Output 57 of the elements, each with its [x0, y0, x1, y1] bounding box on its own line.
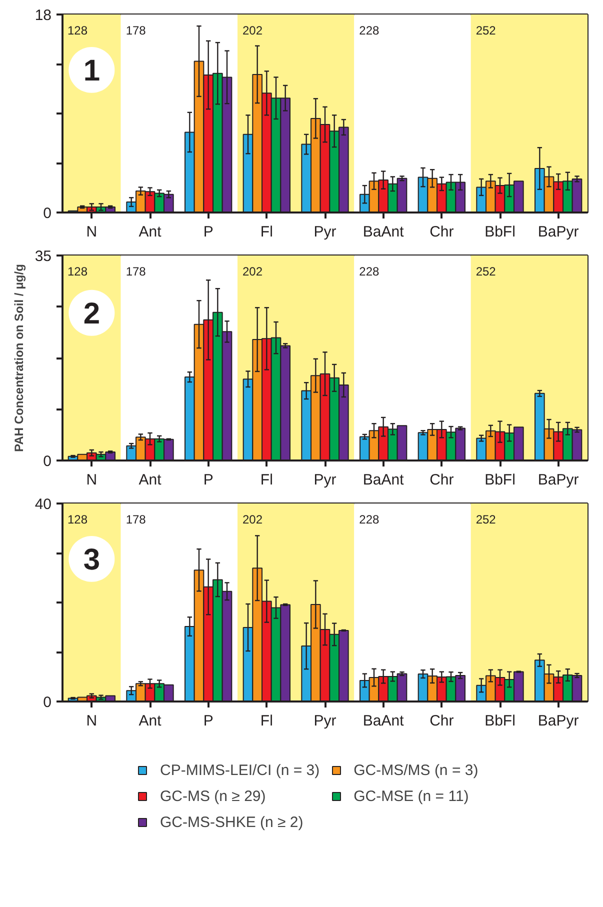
- x-tick-label: BaAnt: [362, 712, 405, 730]
- band-label: 202: [242, 512, 263, 526]
- y-tick-label: 18: [34, 7, 52, 24]
- y-axis-title: PAH Concentration on Soil / μg/g: [12, 264, 26, 452]
- x-tick-label: N: [86, 224, 98, 240]
- x-tick-label: P: [203, 712, 214, 730]
- band-label: 252: [476, 24, 496, 38]
- band-label: 128: [68, 24, 88, 38]
- band-label: 128: [68, 512, 88, 526]
- legend-label: GC-MS (n ≥ 29): [160, 788, 266, 804]
- x-tick-label: Chr: [430, 224, 454, 240]
- band-label: 228: [359, 264, 380, 278]
- legend-label: GC-MS/MS (n = 3): [354, 762, 478, 778]
- band-label: 178: [126, 512, 146, 526]
- band-label: 252: [476, 264, 496, 278]
- x-tick-label: Ant: [138, 224, 162, 240]
- x-tick-label: Fl: [260, 472, 273, 488]
- x-tick-label: Fl: [260, 712, 273, 730]
- band-label: 228: [359, 24, 380, 38]
- y-tick-label: 35: [34, 248, 52, 265]
- x-tick-label: Pyr: [314, 472, 336, 488]
- band-label: 178: [126, 24, 146, 38]
- band-label: 228: [359, 512, 380, 526]
- x-tick-label: N: [86, 472, 98, 488]
- y-tick-label: 0: [43, 694, 52, 711]
- y-tick-label: 0: [43, 205, 52, 222]
- x-tick-label: BbFl: [484, 224, 516, 240]
- x-tick-label: BaAnt: [362, 224, 405, 240]
- band-label: 178: [126, 264, 146, 278]
- text: 3: [83, 543, 100, 576]
- legend-label: CP-MIMS-LEI/CI (n = 3): [160, 762, 320, 778]
- x-tick-label: Pyr: [314, 712, 336, 730]
- x-tick-label: P: [203, 472, 214, 488]
- text: 1: [83, 54, 100, 88]
- y-tick-label: 0: [43, 453, 52, 470]
- x-tick-label: Pyr: [314, 224, 336, 240]
- x-tick-label: BbFl: [484, 472, 516, 488]
- legend-label: GC-MSE (n = 11): [354, 788, 469, 804]
- x-tick-label: Ant: [138, 712, 162, 730]
- x-tick-label: Ant: [138, 472, 162, 488]
- x-tick-label: BaPyr: [538, 472, 579, 488]
- x-tick-label: Fl: [260, 224, 273, 240]
- band-label: 128: [68, 264, 88, 278]
- text: 2: [83, 297, 100, 330]
- x-tick-label: BaPyr: [538, 712, 579, 730]
- x-tick-label: N: [86, 712, 98, 730]
- x-tick-label: Chr: [430, 712, 454, 730]
- x-tick-label: BaAnt: [362, 472, 405, 488]
- legend-label: GC-MS-SHKE (n ≥ 2): [160, 814, 304, 830]
- band-label: 252: [476, 512, 496, 526]
- band-label: 202: [242, 264, 263, 278]
- x-tick-label: P: [203, 224, 214, 240]
- band-label: 202: [242, 24, 263, 38]
- x-tick-label: BbFl: [484, 712, 516, 730]
- y-tick-label: 40: [34, 496, 52, 513]
- x-tick-label: BaPyr: [538, 224, 579, 240]
- x-tick-label: Chr: [430, 472, 454, 488]
